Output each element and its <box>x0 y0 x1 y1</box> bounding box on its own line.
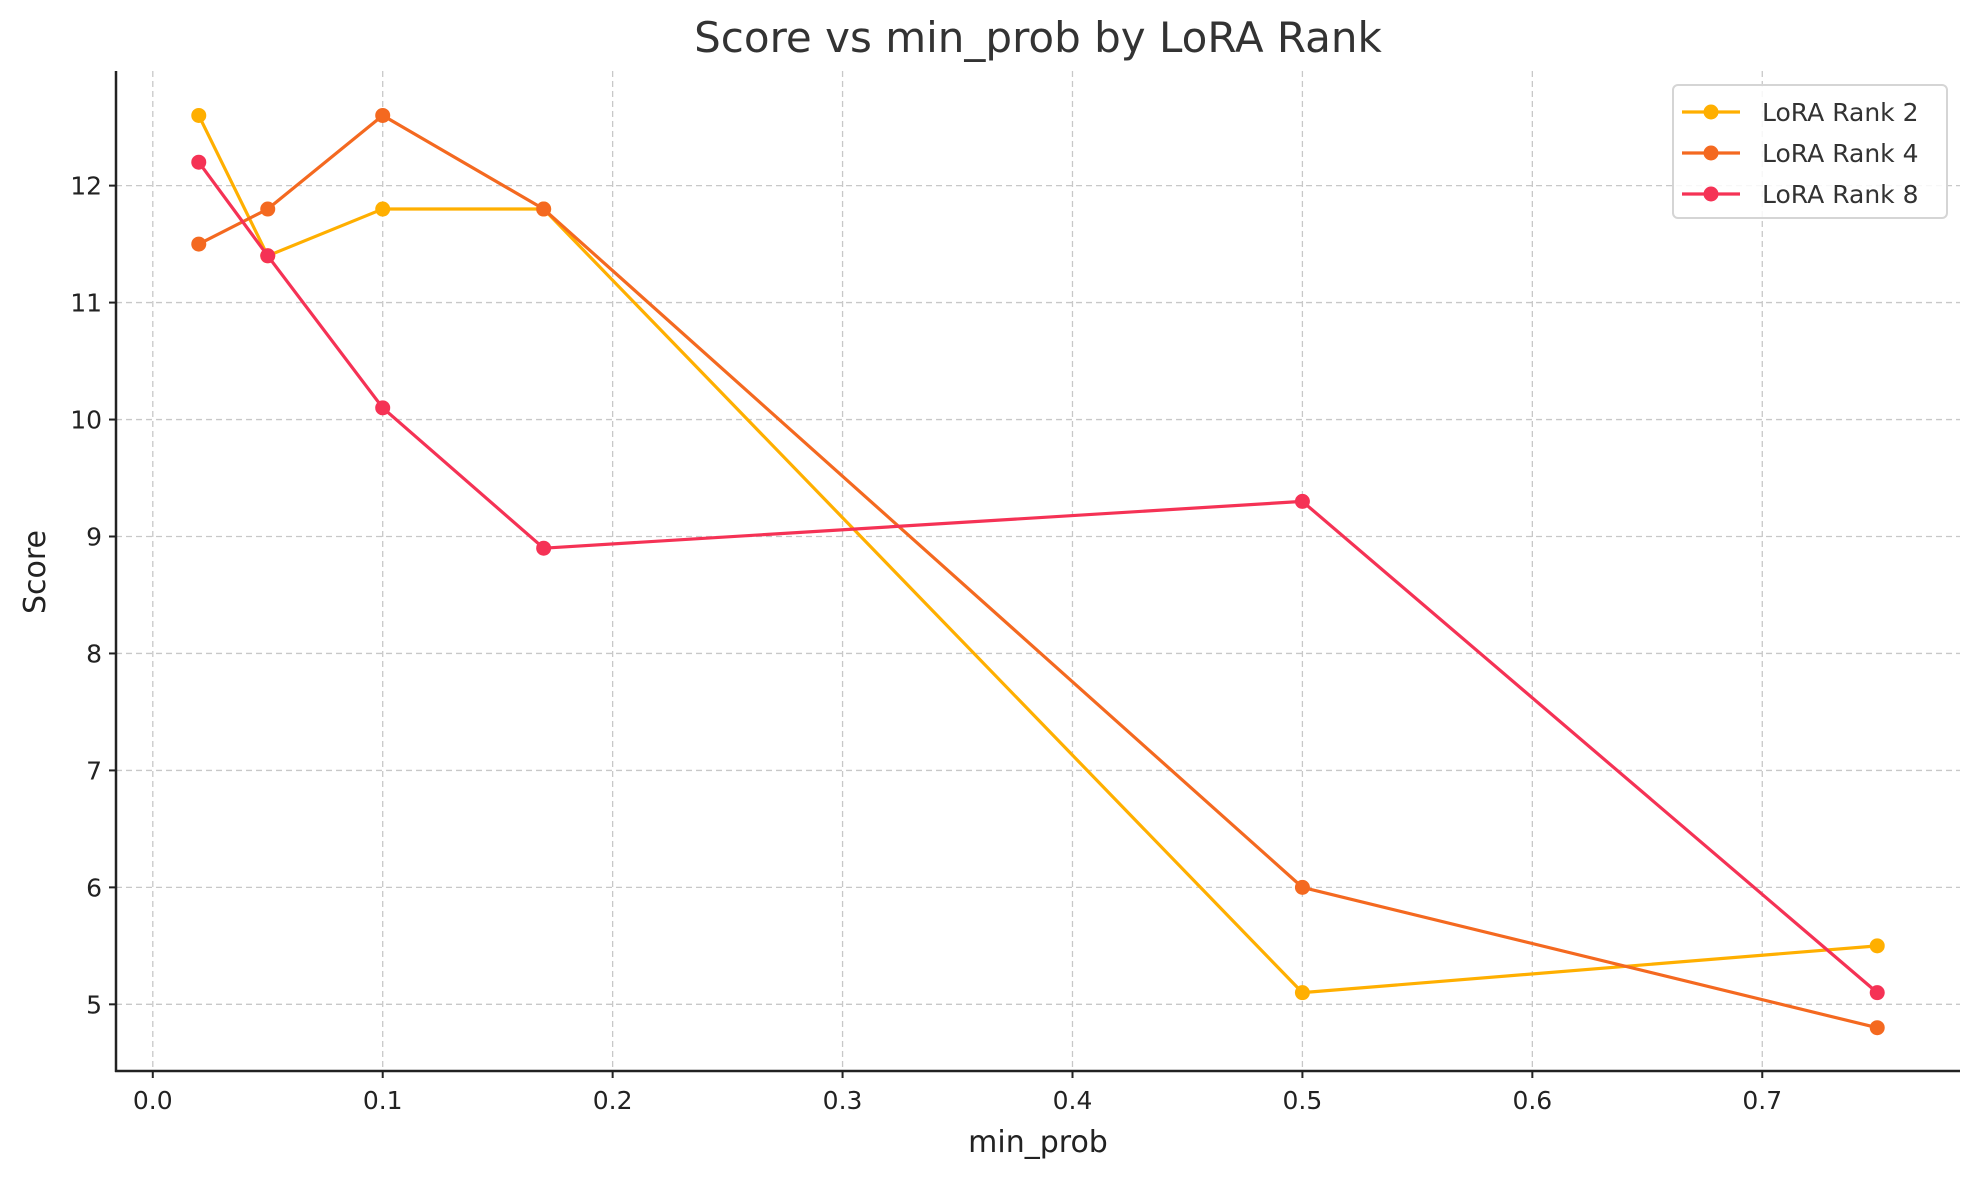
legend-box <box>1672 84 1948 219</box>
y-tick-label: 5 <box>86 990 102 1019</box>
legend-label: LoRA Rank 8 <box>1762 180 1919 209</box>
legend-label: LoRA Rank 4 <box>1762 139 1919 168</box>
data-point <box>536 201 552 217</box>
x-tick-label: 0.6 <box>1512 1086 1552 1115</box>
x-tick-label: 0.0 <box>133 1086 173 1115</box>
legend-marker <box>1703 186 1719 202</box>
data-point <box>1869 985 1885 1001</box>
data-point <box>375 107 391 123</box>
data-point <box>1294 493 1310 509</box>
chart-title: Score vs min_prob by LoRA Rank <box>694 13 1382 62</box>
legend-label: LoRA Rank 2 <box>1762 98 1919 127</box>
data-point <box>1869 938 1885 954</box>
data-point <box>191 154 207 170</box>
data-point <box>1294 985 1310 1001</box>
data-point <box>1869 1020 1885 1036</box>
data-point <box>260 201 276 217</box>
legend-marker <box>1703 104 1719 120</box>
series-line <box>197 161 1879 994</box>
x-tick-label: 0.2 <box>593 1086 633 1115</box>
x-tick-label: 0.4 <box>1053 1086 1093 1115</box>
x-tick-label: 0.3 <box>823 1086 863 1115</box>
x-tick-label: 0.5 <box>1283 1086 1323 1115</box>
y-tick-label: 10 <box>70 406 102 435</box>
series-line <box>197 114 1878 995</box>
data-point <box>536 540 552 556</box>
series-lora-rank-8 <box>191 154 1885 1001</box>
legend-marker <box>1703 145 1719 161</box>
data-point <box>375 400 391 416</box>
series-lora-rank-4 <box>191 107 1885 1036</box>
ticks: 0.0 0.1 0.2 0.3 0.4 0.5 0.6 0.7 5 6 7 8 9 10 11 12 <box>70 172 1782 1115</box>
series-layer <box>191 107 1885 1036</box>
series-line <box>198 113 1878 1030</box>
y-tick-label: 12 <box>70 172 102 201</box>
y-tick-label: 8 <box>86 639 102 668</box>
data-point <box>1294 879 1310 895</box>
y-tick-label: 9 <box>86 522 102 551</box>
x-tick-label: 0.1 <box>363 1086 403 1115</box>
axes <box>114 71 1960 1073</box>
data-point <box>260 248 276 264</box>
y-tick-label: 7 <box>86 756 102 785</box>
y-tick-label: 6 <box>86 873 102 902</box>
y-tick-label: 11 <box>70 289 102 318</box>
series-lora-rank-2 <box>191 107 1885 1001</box>
x-tick-label: 0.7 <box>1742 1086 1782 1115</box>
data-point <box>375 201 391 217</box>
grid <box>116 71 1960 1071</box>
data-point <box>191 107 207 123</box>
data-point <box>191 236 207 252</box>
y-axis-label: Score <box>18 530 53 614</box>
legend: LoRA Rank 2 LoRA Rank 4 LoRA Rank 8 <box>1672 84 1948 219</box>
x-axis-label: min_prob <box>968 1125 1108 1160</box>
